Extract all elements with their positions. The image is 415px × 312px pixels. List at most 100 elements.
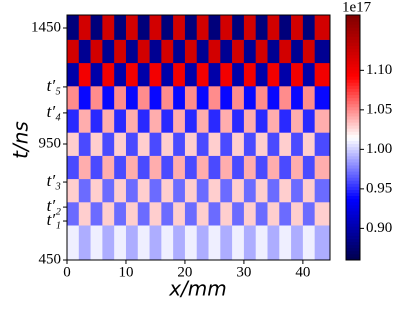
heat-cell bbox=[196, 132, 209, 156]
heat-cell bbox=[173, 39, 186, 64]
colorbar-swatch bbox=[346, 42, 360, 47]
heat-cell bbox=[78, 62, 91, 87]
heat-cell bbox=[137, 178, 150, 203]
heat-cell bbox=[196, 39, 209, 64]
colorbar-tick-label: 0.95 bbox=[366, 180, 392, 196]
heat-cell bbox=[291, 39, 304, 64]
heat-cell bbox=[220, 178, 233, 203]
heat-cell bbox=[314, 132, 331, 156]
colorbar-swatch bbox=[346, 67, 360, 71]
heat-cell bbox=[184, 15, 198, 40]
x-tick-label: 0 bbox=[63, 264, 71, 280]
colorbar-swatch bbox=[346, 143, 360, 148]
colorbar-swatch bbox=[346, 113, 360, 117]
heat-cell bbox=[255, 85, 268, 110]
colorbar-swatch bbox=[346, 211, 360, 215]
heat-cell bbox=[114, 39, 127, 64]
x-tick-label: 30 bbox=[236, 264, 251, 280]
heat-cell bbox=[267, 62, 280, 87]
colorbar-swatch bbox=[346, 207, 360, 212]
heat-cell bbox=[90, 225, 103, 261]
heat-cell bbox=[67, 201, 80, 226]
heat-cell bbox=[279, 109, 292, 133]
heat-cell bbox=[125, 109, 139, 133]
colorbar-swatch bbox=[346, 60, 360, 65]
heat-cell bbox=[161, 15, 174, 40]
colorbar-tick-label: 1.05 bbox=[366, 101, 392, 117]
heat-cell bbox=[161, 132, 174, 156]
colorbar-swatch bbox=[346, 235, 360, 239]
colorbar-swatch bbox=[346, 100, 360, 105]
heat-cell bbox=[137, 155, 150, 180]
colorbar-swatch bbox=[346, 106, 360, 111]
heat-cell bbox=[161, 155, 174, 180]
heat-cell bbox=[161, 178, 174, 203]
heat-cell bbox=[243, 225, 256, 261]
heat-cell bbox=[125, 85, 139, 110]
heat-cell bbox=[243, 132, 256, 156]
colorbar-swatch bbox=[346, 91, 360, 96]
colorbar-swatch bbox=[346, 192, 360, 197]
heat-cell bbox=[302, 225, 315, 261]
heat-cell bbox=[149, 62, 162, 87]
colorbar-swatch bbox=[346, 244, 360, 249]
colorbar-swatch bbox=[346, 168, 360, 172]
colorbar-swatch bbox=[346, 70, 360, 74]
heat-cell bbox=[90, 178, 103, 203]
colorbar-swatch bbox=[346, 128, 360, 132]
heat-cell bbox=[302, 15, 315, 40]
heat-cell bbox=[314, 201, 331, 226]
colorbar-swatch bbox=[346, 48, 360, 53]
heat-cell bbox=[102, 85, 115, 110]
y-tick-label: 1450 bbox=[31, 19, 61, 35]
heat-cell bbox=[302, 132, 315, 156]
heat-cell bbox=[90, 62, 103, 87]
colorbar-swatch bbox=[346, 162, 360, 166]
heat-cell bbox=[255, 62, 268, 87]
heat-cell bbox=[208, 225, 221, 261]
colorbar-swatch bbox=[346, 137, 360, 141]
heat-cell bbox=[125, 132, 139, 156]
colorbar-swatch bbox=[346, 217, 360, 221]
colorbar-swatch bbox=[346, 109, 360, 114]
heat-cell bbox=[173, 132, 186, 156]
heat-cell bbox=[184, 62, 198, 87]
colorbar-swatch bbox=[346, 79, 360, 83]
heat-cell bbox=[314, 109, 331, 133]
heat-cell bbox=[220, 39, 233, 64]
heat-cell bbox=[279, 39, 292, 64]
heat-cell bbox=[279, 62, 292, 87]
heat-cell bbox=[220, 109, 233, 133]
heat-cell bbox=[137, 225, 150, 261]
colorbar-swatch bbox=[346, 134, 360, 138]
colorbar-swatch bbox=[346, 171, 360, 175]
heat-cell bbox=[90, 85, 103, 110]
colorbar-swatch bbox=[346, 140, 360, 145]
heat-cell bbox=[314, 62, 331, 87]
heat-cell bbox=[302, 39, 315, 64]
heat-cell bbox=[279, 85, 292, 110]
colorbar-swatch bbox=[346, 204, 360, 209]
heat-cell bbox=[243, 62, 256, 87]
heat-cell bbox=[184, 155, 198, 180]
colorbar-swatch bbox=[346, 119, 360, 123]
heat-cell bbox=[267, 132, 280, 156]
heat-cell bbox=[125, 178, 139, 203]
heat-cell bbox=[173, 225, 186, 261]
heat-cell bbox=[220, 155, 233, 180]
colorbar-swatch bbox=[346, 198, 360, 203]
colorbar-swatch bbox=[346, 146, 360, 151]
colorbar-swatch bbox=[346, 152, 360, 157]
heat-cell bbox=[137, 109, 150, 133]
heat-cell bbox=[255, 109, 268, 133]
heat-cell bbox=[102, 225, 115, 261]
heat-cell bbox=[220, 85, 233, 110]
heat-cell bbox=[173, 201, 186, 226]
heat-cell bbox=[208, 178, 221, 203]
heat-cell bbox=[78, 39, 91, 64]
heat-cell bbox=[67, 85, 80, 110]
heat-cell bbox=[279, 178, 292, 203]
heat-cell bbox=[102, 178, 115, 203]
colorbar-swatch bbox=[346, 201, 360, 206]
x-tick-label: 20 bbox=[177, 264, 192, 280]
